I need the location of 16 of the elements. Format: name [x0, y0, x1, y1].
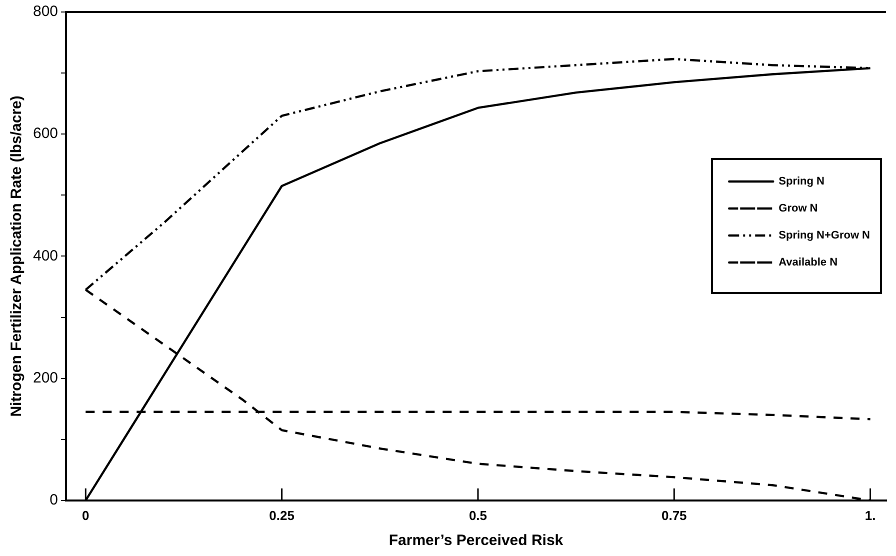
legend-label: Available N: [778, 256, 838, 269]
y-axis-title: Nitrogen Fertilizer Application Rate (lbs/acre): [8, 96, 26, 417]
y-tick-label: 400: [32, 247, 58, 264]
y-tick-label: 200: [32, 369, 58, 386]
legend-label: Spring N+Grow N: [778, 230, 870, 242]
x-tick-label: 0.25: [269, 508, 294, 523]
legend-label: Grow N: [778, 202, 818, 215]
x-tick-label: 1.: [864, 508, 876, 523]
y-tick-label: 800: [32, 3, 58, 20]
y-tick-label: 600: [32, 125, 58, 142]
x-tick-label: 0.75: [661, 508, 687, 523]
x-axis-title: Farmer’s Perceived Risk: [388, 532, 564, 550]
x-tick-label: 0: [82, 508, 90, 523]
x-tick-label: 0.5: [468, 508, 488, 523]
y-tick-label: 0: [50, 492, 58, 509]
legend-label: Spring N: [778, 176, 825, 188]
